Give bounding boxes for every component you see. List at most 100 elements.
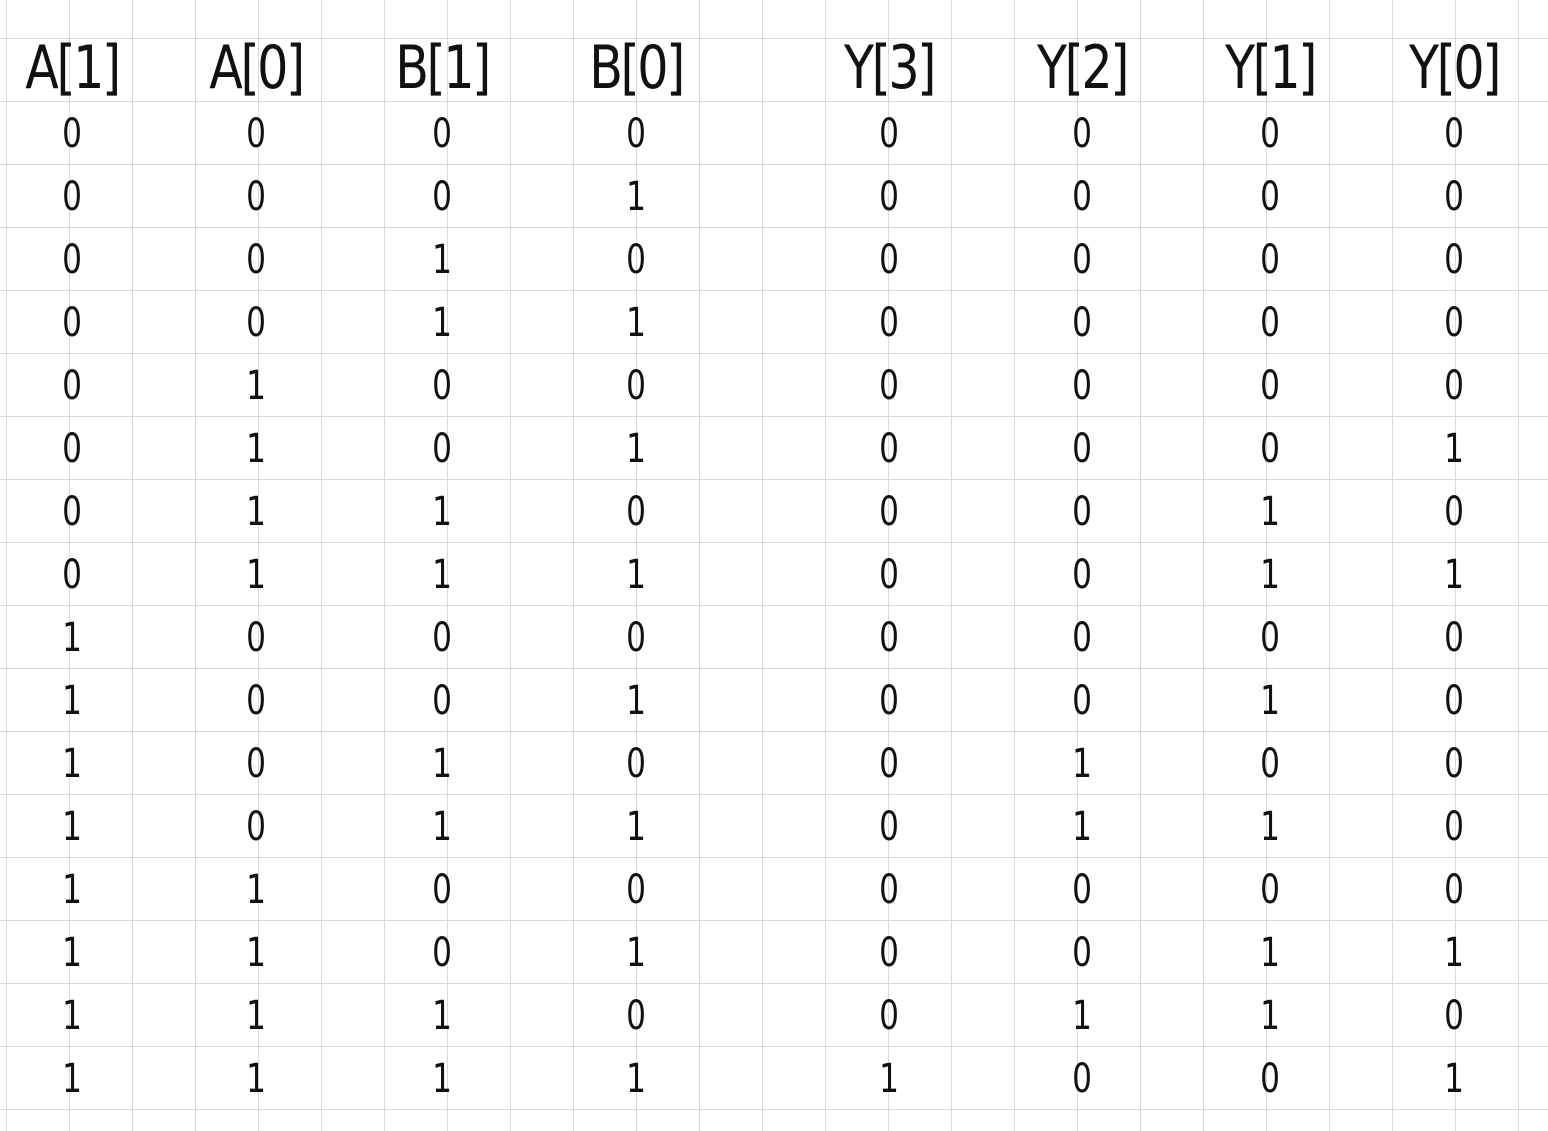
table-cell: 0 <box>1260 363 1280 409</box>
table-cell: 1 <box>62 867 82 913</box>
table-cell: 0 <box>879 804 899 850</box>
table-cell: 0 <box>62 489 82 535</box>
table-cell: 1 <box>432 1056 452 1102</box>
table-cell: 0 <box>626 237 646 283</box>
table-cell: 1 <box>62 615 82 661</box>
table-cell: 0 <box>1072 300 1092 346</box>
table-cell: 1 <box>626 1056 646 1102</box>
table-cell: 1 <box>626 552 646 598</box>
table-cell: 1 <box>62 993 82 1039</box>
table-cell: 0 <box>1444 237 1464 283</box>
table-cell: 0 <box>879 489 899 535</box>
table-cell: 0 <box>879 300 899 346</box>
table-cell: 0 <box>1260 867 1280 913</box>
table-cell: 0 <box>1072 237 1092 283</box>
table-cell: 0 <box>1444 363 1464 409</box>
table-cell: 0 <box>1260 300 1280 346</box>
table-cell: 0 <box>626 741 646 787</box>
table-cell: 1 <box>432 741 452 787</box>
table-cell: 0 <box>1444 867 1464 913</box>
table-cell: 1 <box>1260 804 1280 850</box>
table-cell: 1 <box>1444 1056 1464 1102</box>
table-cell: 1 <box>1260 489 1280 535</box>
table-cell: 0 <box>626 867 646 913</box>
table-cell: 0 <box>879 867 899 913</box>
table-cell: 0 <box>1072 174 1092 220</box>
table-cell: 0 <box>62 552 82 598</box>
column-header: Y[3] <box>844 33 936 103</box>
table-cell: 0 <box>1072 867 1092 913</box>
table-cell: 1 <box>1072 741 1092 787</box>
table-cell: 0 <box>626 111 646 157</box>
table-cell: 0 <box>1444 678 1464 724</box>
table-cell: 0 <box>1072 111 1092 157</box>
table-cell: 1 <box>62 741 82 787</box>
table-cell: 1 <box>626 930 646 976</box>
table-cell: 0 <box>246 678 266 724</box>
table-cell: 1 <box>1444 552 1464 598</box>
table-cell: 1 <box>62 804 82 850</box>
table-cell: 0 <box>246 741 266 787</box>
table-cell: 1 <box>246 993 266 1039</box>
table-cell: 1 <box>432 993 452 1039</box>
table-cell: 0 <box>1072 615 1092 661</box>
column-header: Y[1] <box>1225 33 1317 103</box>
table-cell: 0 <box>1444 174 1464 220</box>
column-header: A[0] <box>209 33 305 103</box>
table-cell: 1 <box>1444 930 1464 976</box>
table-cell: 0 <box>246 804 266 850</box>
table-cell: 0 <box>432 363 452 409</box>
column-header: Y[0] <box>1409 33 1501 103</box>
table-cell: 1 <box>62 1056 82 1102</box>
column-header: Y[2] <box>1037 33 1129 103</box>
table-cell: 0 <box>1260 1056 1280 1102</box>
table-cell: 1 <box>1260 993 1280 1039</box>
table-cell: 1 <box>246 930 266 976</box>
table-cell: 0 <box>1444 993 1464 1039</box>
table-cell: 1 <box>1260 930 1280 976</box>
table-cell: 0 <box>1072 678 1092 724</box>
table-cell: 0 <box>626 993 646 1039</box>
table-cell: 1 <box>626 678 646 724</box>
table-cell: 0 <box>879 552 899 598</box>
table-cell: 0 <box>432 111 452 157</box>
table-cell: 1 <box>62 678 82 724</box>
table-cell: 0 <box>62 426 82 472</box>
table-cell: 0 <box>1072 426 1092 472</box>
column-header: A[1] <box>25 33 121 103</box>
table-cell: 0 <box>879 174 899 220</box>
table-cell: 1 <box>626 804 646 850</box>
table-cell: 0 <box>1260 426 1280 472</box>
table-cell: 0 <box>432 426 452 472</box>
table-cell: 1 <box>879 1056 899 1102</box>
table-cell: 0 <box>1444 489 1464 535</box>
table-cell: 1 <box>432 804 452 850</box>
table-cell: 0 <box>879 237 899 283</box>
table-cell: 0 <box>246 300 266 346</box>
table-cell: 1 <box>626 174 646 220</box>
table-cell: 0 <box>1260 615 1280 661</box>
column-header: B[0] <box>589 33 685 103</box>
table-cell: 0 <box>1444 615 1464 661</box>
table-cell: 0 <box>1072 1056 1092 1102</box>
table-cell: 0 <box>432 867 452 913</box>
table-cell: 1 <box>246 426 266 472</box>
table-cell: 0 <box>1444 804 1464 850</box>
table-cell: 1 <box>432 552 452 598</box>
table-cell: 0 <box>879 111 899 157</box>
table-cell: 0 <box>879 426 899 472</box>
table-cell: 0 <box>62 174 82 220</box>
table-cell: 0 <box>626 363 646 409</box>
table-cell: 0 <box>246 237 266 283</box>
table-cell: 0 <box>879 363 899 409</box>
table-cell: 1 <box>246 867 266 913</box>
table-cell: 1 <box>1072 993 1092 1039</box>
table-cell: 1 <box>1260 678 1280 724</box>
table-cell: 0 <box>432 930 452 976</box>
table-cell: 1 <box>626 300 646 346</box>
table-cell: 0 <box>62 237 82 283</box>
table-cell: 0 <box>626 615 646 661</box>
table-cell: 0 <box>432 615 452 661</box>
table-cell: 0 <box>246 615 266 661</box>
